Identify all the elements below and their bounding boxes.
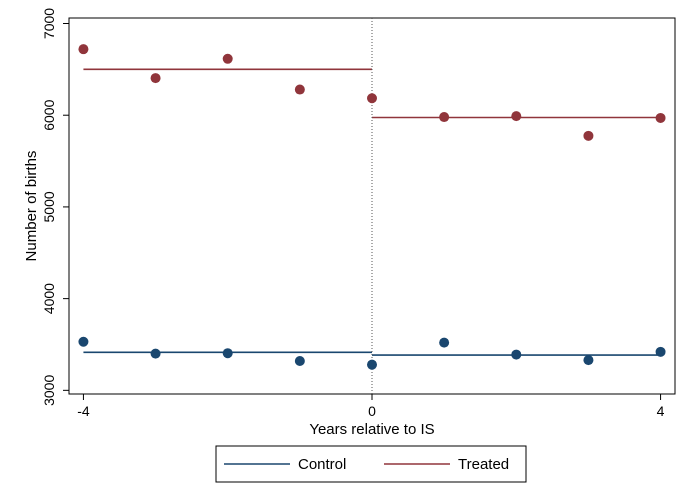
data-point-treated bbox=[439, 112, 450, 123]
data-point-control bbox=[78, 336, 89, 347]
data-point-treated bbox=[511, 111, 522, 122]
data-point-treated bbox=[367, 93, 377, 104]
data-point-control bbox=[511, 349, 522, 360]
data-point-treated bbox=[78, 44, 89, 55]
y-tick-label: 4000 bbox=[41, 283, 57, 314]
x-tick-label: -4 bbox=[77, 403, 90, 419]
x-tick-label: 0 bbox=[368, 403, 376, 419]
x-axis-label: Years relative to IS bbox=[309, 421, 434, 438]
data-points bbox=[78, 44, 666, 370]
data-point-treated bbox=[222, 53, 233, 64]
data-point-control bbox=[583, 355, 594, 366]
y-tick-label: 5000 bbox=[41, 191, 57, 222]
data-point-treated bbox=[150, 73, 161, 84]
data-point-control bbox=[367, 359, 377, 370]
data-point-control bbox=[222, 348, 233, 359]
legend-label-treated: Treated bbox=[458, 456, 509, 473]
data-point-treated bbox=[294, 84, 305, 95]
y-tick-label: 7000 bbox=[41, 8, 57, 39]
data-point-control bbox=[294, 355, 305, 366]
data-point-control bbox=[439, 337, 450, 348]
data-point-treated bbox=[583, 130, 594, 141]
y-axis-label: Number of births bbox=[23, 151, 40, 262]
legend: Control Treated bbox=[215, 445, 527, 483]
x-tick-label: 4 bbox=[657, 403, 665, 419]
legend-label-control: Control bbox=[298, 456, 346, 473]
y-axis: 3000 4000 5000 6000 7000 bbox=[41, 8, 69, 406]
plot-area bbox=[68, 17, 676, 395]
x-axis: -4 0 4 bbox=[77, 394, 665, 419]
data-point-treated bbox=[655, 112, 666, 123]
data-point-control bbox=[655, 346, 666, 357]
y-tick-label: 3000 bbox=[41, 375, 57, 406]
y-tick-label: 6000 bbox=[41, 99, 57, 130]
data-point-control bbox=[150, 348, 161, 359]
